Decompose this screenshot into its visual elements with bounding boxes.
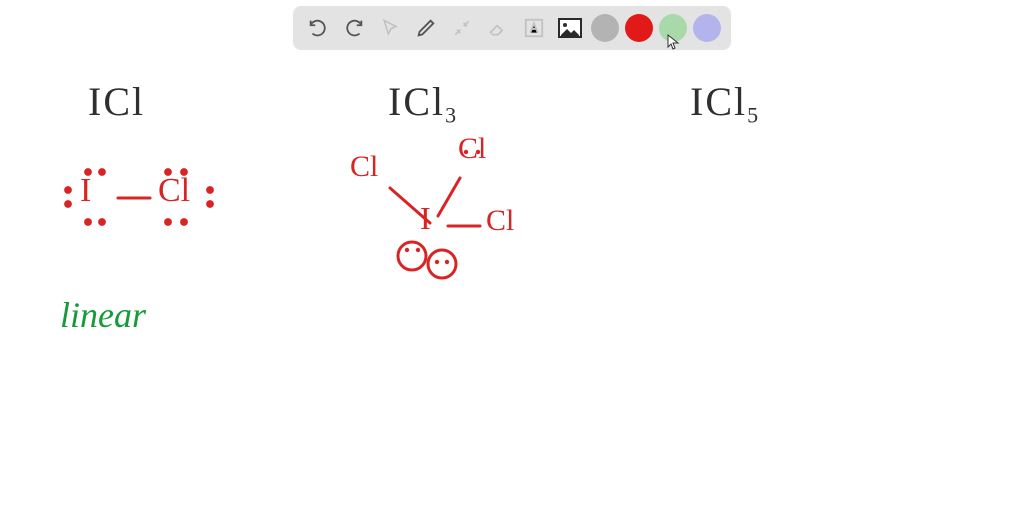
tools-button[interactable] — [447, 13, 477, 43]
heading-icl3: ICl3 — [388, 78, 458, 129]
image-icon — [558, 18, 582, 38]
redo-button[interactable] — [339, 13, 369, 43]
eraser-icon — [487, 18, 509, 38]
text-button[interactable] — [519, 13, 549, 43]
image-button[interactable] — [555, 13, 585, 43]
heading-icl5: ICl5 — [690, 78, 760, 129]
tools-icon — [452, 18, 472, 38]
icl3-cl-upper-left: Cl — [350, 150, 378, 184]
heading-icl5-sub: 5 — [747, 103, 760, 128]
color-purple[interactable] — [693, 14, 721, 42]
icl3-cl-upper-right: Cl — [458, 132, 486, 166]
heading-icl: ICl — [88, 78, 145, 125]
color-gray[interactable] — [591, 14, 619, 42]
pointer-button[interactable] — [375, 13, 405, 43]
color-red[interactable] — [625, 14, 653, 42]
annotation-linear: linear — [60, 294, 146, 336]
lewis-icl — [40, 150, 250, 240]
whiteboard-canvas[interactable]: ICl ICl3 ICl5 I Cl — [0, 0, 1024, 526]
text-icon — [523, 17, 545, 39]
eraser-button[interactable] — [483, 13, 513, 43]
toolbar — [293, 6, 731, 50]
redo-icon — [343, 17, 365, 39]
color-green[interactable] — [659, 14, 687, 42]
heading-icl3-sub: 3 — [445, 103, 458, 128]
heading-icl3-base: ICl — [388, 79, 445, 124]
icl-iodine-label: I — [80, 172, 91, 210]
pencil-icon — [415, 17, 437, 39]
pointer-icon — [380, 18, 400, 38]
pencil-button[interactable] — [411, 13, 441, 43]
icl3-iodine: I — [420, 200, 431, 237]
heading-icl5-base: ICl — [690, 79, 747, 124]
icl3-cl-right: Cl — [486, 204, 514, 238]
undo-button[interactable] — [303, 13, 333, 43]
icl-chlorine-label: Cl — [158, 172, 190, 210]
undo-icon — [307, 17, 329, 39]
